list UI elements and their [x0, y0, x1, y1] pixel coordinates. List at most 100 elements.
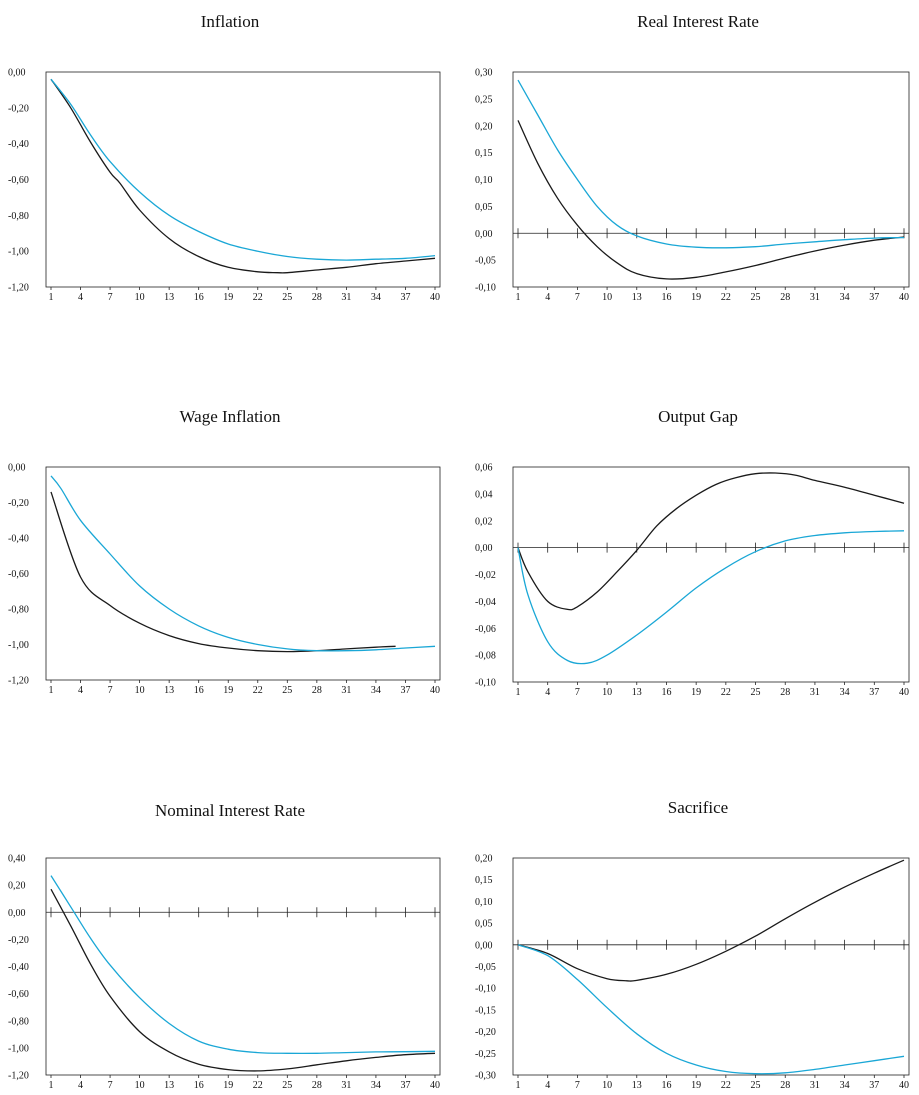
x-tick-label: 37 — [400, 685, 410, 696]
y-tick-label: 0,00 — [8, 908, 26, 919]
x-tick-label: 34 — [371, 685, 381, 696]
y-tick-label: -0,80 — [8, 1016, 29, 1027]
x-tick-label: 31 — [810, 292, 820, 303]
x-tick-label: 31 — [810, 687, 820, 698]
x-tick-label: 31 — [810, 1080, 820, 1091]
x-tick-label: 16 — [194, 1080, 204, 1091]
y-tick-label: 0,05 — [475, 202, 493, 213]
x-tick-label: 10 — [135, 292, 145, 303]
x-tick-label: 10 — [602, 687, 612, 698]
series-line — [517, 944, 905, 1075]
y-tick-label: -0,15 — [475, 1005, 496, 1016]
x-tick-label: 25 — [282, 1080, 292, 1091]
x-tick-label: 34 — [371, 292, 381, 303]
y-tick-label: 0,15 — [475, 875, 493, 886]
plot-frame — [45, 71, 441, 288]
x-tick-label: 19 — [223, 1080, 233, 1091]
y-tick-label: 0,02 — [475, 516, 493, 527]
series-line — [517, 472, 905, 611]
series-line — [517, 530, 905, 665]
x-tick-label: 34 — [840, 1080, 850, 1091]
x-tick-label: 13 — [164, 685, 174, 696]
x-tick-label: 31 — [341, 292, 351, 303]
x-tick-label: 4 — [545, 687, 550, 698]
x-tick-label: 40 — [430, 1080, 440, 1091]
series-line — [50, 78, 436, 274]
y-tick-label: -0,04 — [475, 597, 496, 608]
y-tick-label: -0,40 — [8, 962, 29, 973]
plot-frame — [45, 857, 441, 1076]
x-tick-label: 22 — [721, 687, 731, 698]
x-tick-label: 1 — [49, 685, 54, 696]
x-tick-label: 22 — [721, 1080, 731, 1091]
x-tick-label: 4 — [545, 292, 550, 303]
series-line — [50, 875, 436, 1055]
y-tick-label: -1,00 — [8, 640, 29, 651]
series-line — [517, 120, 905, 280]
x-tick-label: 19 — [691, 1080, 701, 1091]
x-tick-label: 28 — [312, 292, 322, 303]
y-tick-label: -0,80 — [8, 211, 29, 222]
x-tick-label: 31 — [341, 1080, 351, 1091]
x-tick-label: 10 — [135, 1080, 145, 1091]
plot-frame — [512, 857, 910, 1076]
x-tick-label: 16 — [194, 685, 204, 696]
y-tick-label: 0,25 — [475, 94, 493, 105]
x-tick-label: 37 — [400, 1080, 410, 1091]
y-tick-label: 0,30 — [475, 68, 493, 79]
chart-title: Sacrifice — [668, 798, 728, 817]
y-tick-label: -0,30 — [475, 1071, 496, 1082]
y-tick-label: -0,60 — [8, 989, 29, 1000]
chart-panel: Output Gap 0,06 0,04 0,02 0,00 -0,02 -0,04 -0,0… — [475, 407, 910, 698]
series-line — [50, 491, 396, 653]
y-tick-label: -1,20 — [8, 676, 29, 687]
x-tick-label: 19 — [691, 687, 701, 698]
y-tick-label: 0,10 — [475, 897, 493, 908]
y-tick-label: -0,60 — [8, 175, 29, 186]
x-tick-label: 28 — [780, 1080, 790, 1091]
y-tick-label: 0,10 — [475, 175, 493, 186]
chart-panel: Sacrifice 0,20 0,15 0,10 0,05 0,00 -0,05 -0,10 -… — [475, 798, 910, 1091]
x-tick-label: 13 — [632, 292, 642, 303]
x-tick-label: 13 — [632, 1080, 642, 1091]
y-tick-label: -0,60 — [8, 569, 29, 580]
y-tick-label: -0,20 — [8, 498, 29, 509]
x-tick-label: 1 — [516, 292, 521, 303]
chart-title: Real Interest Rate — [637, 12, 759, 31]
plot-frame — [512, 71, 910, 288]
x-tick-label: 7 — [108, 685, 113, 696]
x-tick-label: 16 — [194, 292, 204, 303]
y-tick-label: -1,00 — [8, 1043, 29, 1054]
chart-title: Output Gap — [658, 407, 738, 426]
x-tick-label: 1 — [49, 1080, 54, 1091]
x-tick-label: 22 — [721, 292, 731, 303]
x-tick-label: 10 — [135, 685, 145, 696]
y-tick-label: 0,06 — [475, 463, 493, 474]
x-tick-label: 13 — [164, 292, 174, 303]
y-tick-label: 0,20 — [8, 881, 26, 892]
y-tick-label: 0,00 — [475, 229, 493, 240]
y-tick-label: 0,04 — [475, 489, 493, 500]
x-tick-label: 34 — [840, 292, 850, 303]
x-tick-label: 34 — [840, 687, 850, 698]
y-tick-label: -0,20 — [8, 935, 29, 946]
chart-panel: Nominal Interest Rate 0,40 0,20 0,00 -0,20 -0… — [8, 801, 441, 1091]
y-tick-label: -0,20 — [8, 103, 29, 114]
chart-panel: Wage Inflation 0,00 -0,20 -0,40 -0,60 -0,80 -1… — [8, 407, 441, 696]
x-tick-label: 25 — [751, 1080, 761, 1091]
chart-panel: Real Interest Rate 0,30 0,25 0,20 0,15 0,10 0,… — [475, 12, 910, 303]
x-tick-label: 19 — [691, 292, 701, 303]
series-line — [517, 79, 905, 249]
y-tick-label: 0,15 — [475, 148, 493, 159]
x-tick-label: 25 — [751, 687, 761, 698]
x-tick-label: 40 — [430, 685, 440, 696]
x-tick-label: 34 — [371, 1080, 381, 1091]
x-tick-label: 37 — [869, 1080, 879, 1091]
x-tick-label: 25 — [282, 685, 292, 696]
x-tick-label: 40 — [899, 687, 909, 698]
x-tick-label: 25 — [751, 292, 761, 303]
y-tick-label: -0,10 — [475, 984, 496, 995]
x-tick-label: 37 — [400, 292, 410, 303]
x-tick-label: 40 — [899, 292, 909, 303]
